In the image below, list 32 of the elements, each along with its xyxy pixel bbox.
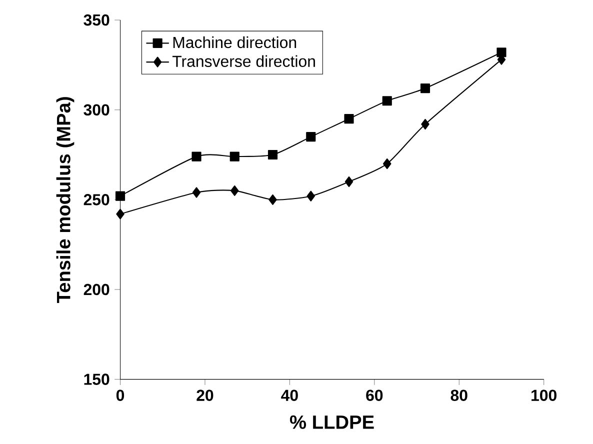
point — [344, 176, 354, 188]
x-tick-label: 100 — [532, 390, 556, 402]
x-tick-label: 0 — [116, 390, 124, 402]
point — [306, 132, 316, 142]
y-axis-title: Tensile modulus (MPa) — [56, 97, 74, 304]
point — [268, 150, 278, 160]
point — [192, 187, 201, 198]
x-tick-label: 20 — [196, 390, 214, 402]
y-tick-label: 350 — [84, 14, 110, 26]
x-tick-label: 60 — [366, 390, 383, 402]
x-tick-label: 40 — [281, 390, 298, 402]
point — [382, 96, 392, 106]
y-tick-label: 150 — [84, 374, 110, 386]
point — [306, 190, 315, 202]
point — [268, 194, 277, 206]
point — [344, 114, 354, 124]
point — [115, 191, 126, 202]
point — [192, 152, 202, 162]
y-tick-label: 300 — [84, 104, 110, 116]
y-tick-label: 250 — [84, 194, 110, 206]
legend-label: Transverse direction — [172, 55, 315, 68]
point — [382, 158, 392, 170]
y-tick-label: 200 — [84, 284, 110, 296]
point — [421, 119, 430, 130]
x-tick-label: 80 — [450, 390, 468, 402]
legend-label: Machine direction — [173, 36, 296, 48]
point — [230, 186, 239, 196]
point — [496, 48, 506, 58]
point — [116, 208, 124, 220]
x-axis-title: % LLDPE — [290, 416, 374, 430]
point — [420, 84, 430, 94]
point — [230, 152, 240, 162]
